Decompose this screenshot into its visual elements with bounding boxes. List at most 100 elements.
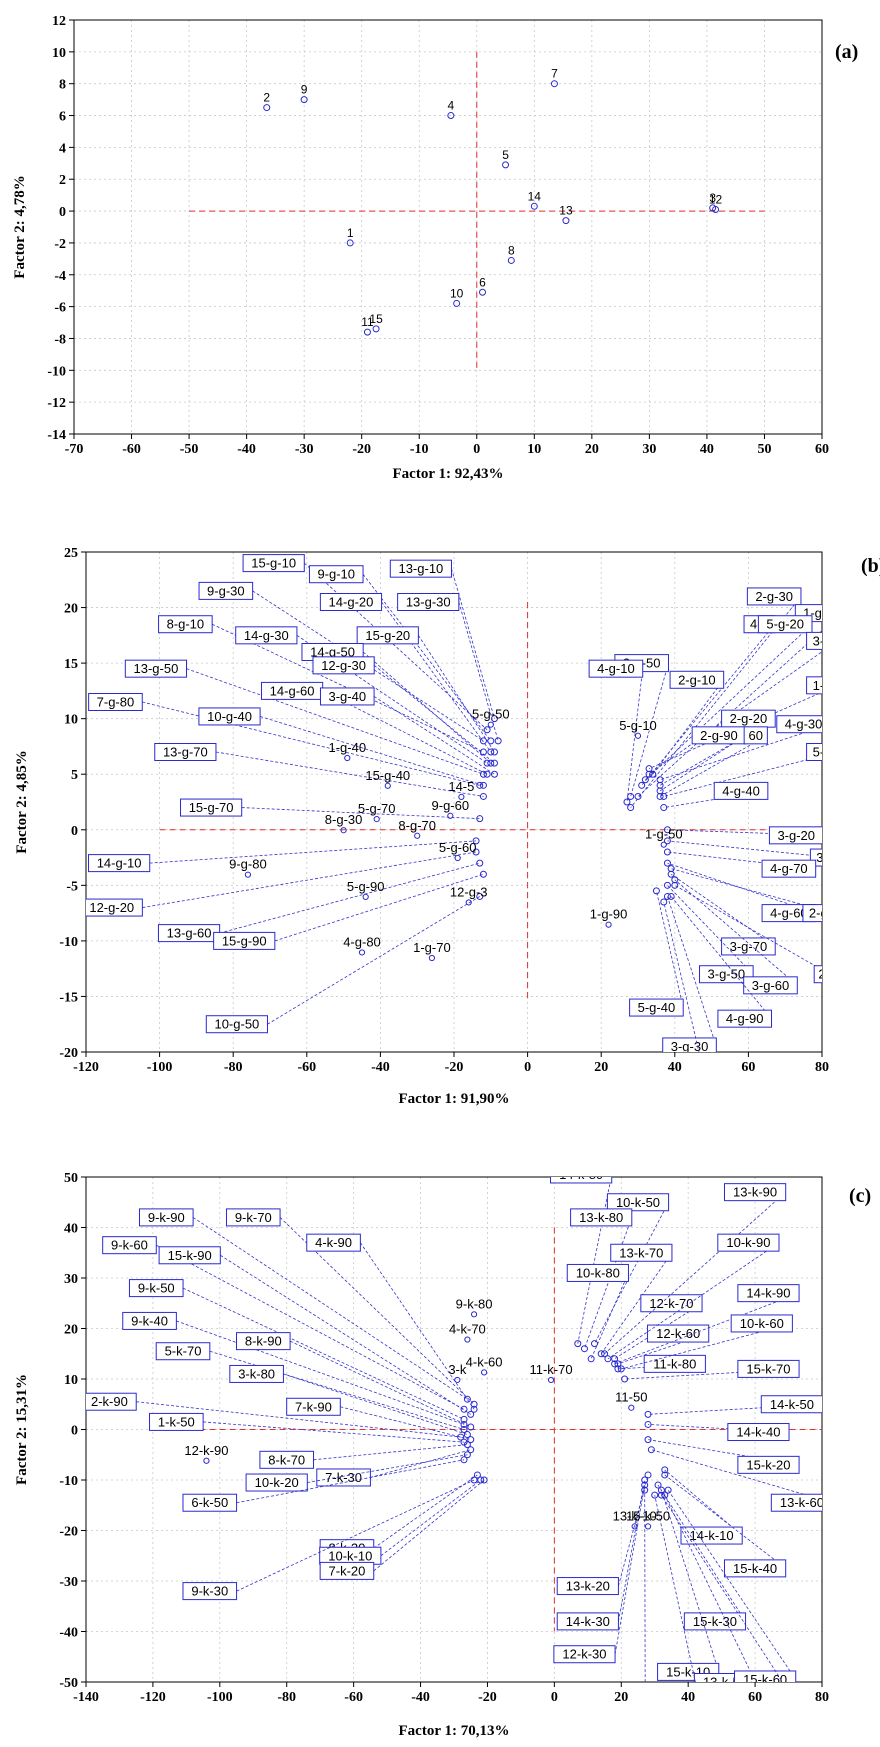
data-point — [463, 1451, 471, 1459]
label-box — [693, 1673, 757, 1682]
boxed-point-label: 3-g-30 — [671, 1039, 709, 1054]
boxed-point-label: 7-k-20 — [329, 1563, 366, 1578]
data-point — [473, 1471, 481, 1479]
panel-label: (a) — [835, 41, 858, 63]
data-point — [507, 256, 515, 264]
leader-line — [648, 1424, 790, 1433]
x-tick-label: -60 — [297, 1060, 316, 1075]
leader-line — [659, 734, 768, 797]
label-box — [389, 559, 452, 578]
data-point — [447, 112, 455, 120]
data-point — [480, 1476, 488, 1484]
y-tick-label: 10 — [64, 1373, 78, 1388]
leader-line — [594, 1202, 669, 1344]
boxed-point-label: 15-k-60 — [743, 1672, 787, 1687]
leader-line — [373, 1479, 485, 1572]
boxed-point-label: 14-k-50 — [770, 1397, 814, 1412]
y-tick-label: 30 — [64, 1272, 78, 1287]
label-box — [556, 1577, 619, 1596]
boxed-point-label: 14-g-50 — [310, 645, 355, 660]
boxed-point-label: 15-k-30 — [693, 1614, 737, 1629]
boxed-point-label: 13-g-10 — [398, 561, 443, 576]
data-point — [487, 737, 495, 745]
label-box — [235, 626, 298, 645]
label-box — [683, 1612, 747, 1631]
data-point — [663, 837, 671, 845]
data-point — [470, 1476, 478, 1484]
y-axis-title: Factor 2: 4,85% — [14, 750, 30, 853]
leader-line — [283, 1373, 468, 1435]
y-tick-label: -10 — [47, 364, 66, 379]
label-box — [610, 1243, 673, 1262]
label-box — [737, 1359, 800, 1378]
boxed-point-label: 10-g-40 — [207, 709, 252, 724]
data-point — [562, 217, 570, 225]
data-point — [362, 893, 369, 900]
leader-line — [667, 840, 822, 857]
data-point — [660, 792, 668, 800]
boxed-point-label: 2-g — [809, 906, 828, 921]
data-point — [384, 782, 391, 789]
y-tick-label: -4 — [54, 269, 66, 284]
boxed-point-label: 11-k-80 — [653, 1356, 696, 1371]
label-box — [138, 1208, 194, 1227]
boxed-point-label: 12-k-30 — [562, 1647, 606, 1662]
inline-point-label: 5-g-10 — [619, 718, 657, 733]
data-point — [476, 781, 484, 789]
point-label: 10 — [450, 286, 464, 300]
label-box — [550, 1177, 613, 1184]
inline-point-label: 12-g-3 — [450, 884, 488, 899]
data-point — [344, 754, 351, 762]
label-box — [737, 1284, 800, 1303]
boxed-point-label: 10-k-90 — [726, 1235, 770, 1250]
data-point — [453, 299, 461, 307]
data-point — [574, 1340, 582, 1348]
label-box — [319, 1561, 375, 1580]
boxed-point-label: 15-k-70 — [746, 1361, 790, 1376]
data-point — [611, 1360, 619, 1368]
label-box — [308, 565, 364, 584]
data-point — [649, 770, 657, 778]
leader-line — [362, 651, 492, 764]
boxed-point-label: 14-k-30 — [566, 1614, 610, 1629]
boxed-point-label: 14-g-20 — [329, 595, 374, 610]
data-point — [458, 793, 465, 800]
leader-line — [600, 1252, 673, 1354]
leader-line — [618, 1474, 649, 1587]
leader-line — [607, 1242, 780, 1360]
data-point — [372, 325, 380, 333]
leader-line — [373, 665, 495, 764]
y-tick-label: -5 — [66, 879, 78, 894]
data-point — [490, 770, 498, 778]
data-point — [479, 770, 487, 778]
plot-content: 9-k-90 9-k-70 9-k-60 15-k-90 4-k-90 9-k-50 9-k… — [86, 1177, 822, 1687]
leader-line — [664, 1474, 786, 1569]
x-tick-label: -20 — [352, 442, 371, 457]
data-point — [340, 827, 347, 834]
label-box — [743, 976, 798, 995]
data-point — [587, 1355, 595, 1363]
boxed-point-label: 10-k-10 — [328, 1548, 372, 1563]
leader-line — [664, 1469, 743, 1536]
leader-line — [219, 862, 480, 934]
boxed-point-label: 6-k-50 — [191, 1495, 228, 1510]
label-box — [397, 593, 460, 611]
data-point — [494, 737, 502, 745]
point-label: 9 — [301, 83, 308, 97]
data-point — [667, 870, 675, 878]
x-tick-label: 60 — [815, 442, 829, 457]
label-box — [662, 1037, 717, 1052]
panel-2: -120 -100 -80 -60 -40 -20 0 20 40 60 80-20-15-10-5… — [14, 546, 880, 1107]
leader-line — [648, 651, 822, 775]
boxed-point-label: 14-g-30 — [244, 628, 289, 643]
y-tick-label: -2 — [54, 237, 66, 252]
leader-line — [664, 1494, 756, 1682]
leader-line — [186, 668, 484, 775]
x-tick-label: -140 — [73, 1690, 99, 1705]
boxed-point-label: 4-g-30 — [785, 717, 823, 732]
data-point — [644, 1471, 652, 1479]
leader-line — [373, 696, 495, 775]
y-tick-label: 12 — [52, 14, 66, 29]
data-point — [346, 239, 354, 247]
y-tick-label: 4 — [59, 141, 66, 156]
